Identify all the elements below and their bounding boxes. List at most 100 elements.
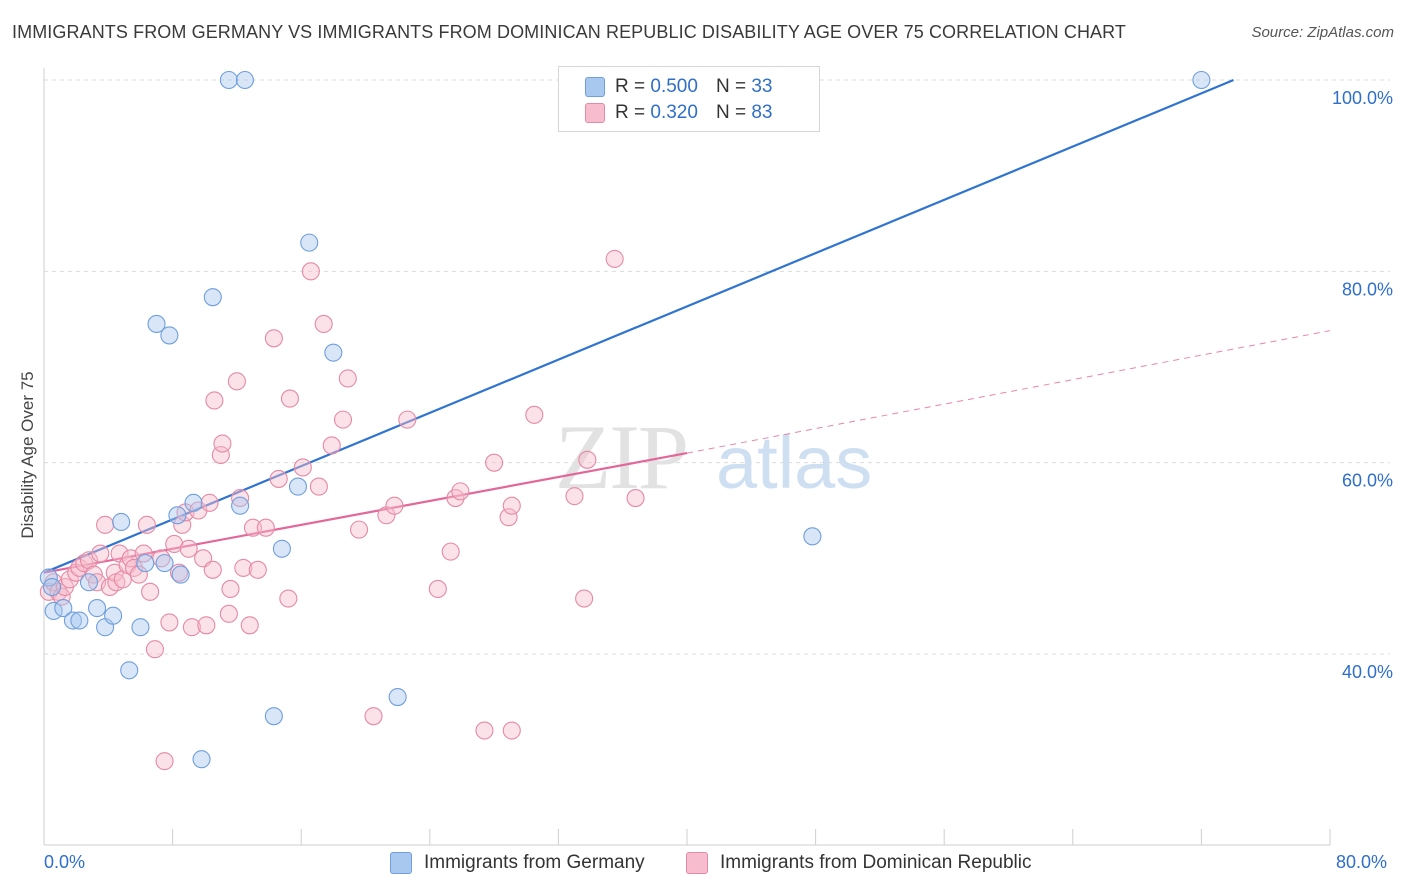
y-tick-label: 40.0% (1342, 662, 1393, 682)
point-dominican (575, 589, 594, 608)
point-germany (120, 661, 139, 680)
trend-line-germany (43, 78, 1234, 574)
point-dominican (134, 544, 153, 563)
point-dominican (525, 405, 544, 424)
point-dominican (155, 752, 174, 771)
point-dominican (129, 565, 148, 584)
trend-line-dominican-extension (686, 330, 1331, 454)
point-germany (388, 687, 407, 707)
point-dominican (451, 482, 470, 501)
data-points (39, 70, 1211, 771)
point-dominican (231, 489, 250, 508)
point-germany (131, 618, 150, 637)
point-dominican (398, 410, 417, 429)
point-dominican (499, 508, 518, 527)
point-dominican (165, 534, 184, 554)
point-germany (1192, 70, 1211, 90)
point-dominican (200, 493, 219, 512)
point-dominican (197, 616, 216, 635)
point-dominican (485, 453, 504, 472)
point-dominican (502, 721, 521, 740)
legend-n-value: 33 (751, 76, 773, 97)
point-germany (155, 554, 174, 573)
series-legend-germany: Immigrants from Germany (390, 852, 645, 874)
series-legend: Immigrants from Germany Immigrants from … (0, 852, 1406, 878)
point-germany (42, 577, 62, 597)
point-germany (203, 288, 222, 307)
point-dominican (502, 496, 521, 515)
point-dominican (213, 434, 232, 453)
point-germany (104, 606, 123, 625)
point-dominican (428, 579, 447, 598)
point-dominican (96, 515, 115, 534)
point-dominican (475, 721, 494, 740)
chart-title: IMMIGRANTS FROM GERMANY VS IMMIGRANTS FR… (12, 22, 1127, 42)
point-dominican (264, 329, 283, 348)
point-germany (171, 565, 190, 584)
point-dominican (240, 616, 259, 635)
point-germany (54, 599, 73, 618)
y-axis-label: Disability Age Over 75 (18, 371, 37, 539)
point-germany (39, 568, 58, 587)
point-germany (87, 599, 107, 618)
point-germany (147, 314, 166, 334)
legend-swatch-germany (585, 77, 605, 97)
watermark: ZIP atlas (555, 406, 872, 508)
point-germany (219, 70, 238, 90)
legend-row-germany: R = 0.500 N = 33 (585, 75, 772, 99)
axes (43, 68, 1331, 846)
point-germany (79, 573, 99, 592)
point-germany (136, 554, 155, 573)
trend-lines (43, 78, 1331, 574)
point-dominican (309, 477, 328, 496)
point-dominican (221, 579, 240, 598)
legend-r-value: 0.320 (650, 102, 698, 123)
point-germany (70, 611, 89, 630)
point-dominican (293, 458, 312, 477)
point-dominican (314, 314, 333, 334)
legend-r-value: 0.500 (650, 76, 698, 97)
point-dominican (205, 391, 224, 410)
point-dominican (248, 560, 267, 579)
point-dominican (280, 389, 299, 408)
point-dominican (234, 558, 253, 577)
y-tick-label: 80.0% (1342, 279, 1393, 299)
point-dominican (322, 436, 341, 455)
point-dominican (141, 582, 160, 601)
point-germany (803, 527, 822, 546)
point-dominican (256, 518, 275, 537)
legend-r-label: R = (615, 102, 646, 123)
point-dominican (227, 372, 246, 391)
point-dominican (137, 515, 156, 534)
x-max-label: 80.0% (1336, 852, 1388, 872)
legend-n-value: 83 (751, 102, 773, 123)
point-germany (160, 326, 179, 345)
point-dominican (179, 539, 198, 558)
grid-lines (44, 79, 1390, 655)
legend-row-dominican: R = 0.320 N = 83 (585, 101, 772, 125)
legend-swatch-dominican (585, 103, 605, 123)
point-dominican (203, 560, 222, 579)
point-dominican (145, 640, 164, 659)
point-dominican (219, 604, 238, 623)
correlation-legend: R = 0.500 N = 33 R = 0.320 N = 83 (558, 66, 820, 132)
point-dominican (301, 262, 320, 281)
series-legend-dominican: Immigrants from Dominican Republic (686, 852, 1032, 874)
point-dominican (364, 707, 383, 726)
x-min-label: 0.0% (44, 852, 86, 872)
point-dominican (79, 551, 99, 570)
point-dominican (565, 487, 584, 506)
point-germany (235, 70, 254, 90)
point-germany (264, 707, 283, 726)
series-swatch-dominican (686, 852, 708, 874)
y-tick-label: 60.0% (1342, 471, 1393, 491)
point-dominican (182, 618, 201, 637)
point-germany (300, 233, 319, 252)
point-dominican (626, 489, 645, 508)
point-germany (288, 477, 308, 496)
watermark-atlas: atlas (716, 421, 872, 504)
point-germany (184, 493, 203, 512)
series-swatch-germany (390, 852, 412, 874)
point-dominican (160, 613, 179, 632)
